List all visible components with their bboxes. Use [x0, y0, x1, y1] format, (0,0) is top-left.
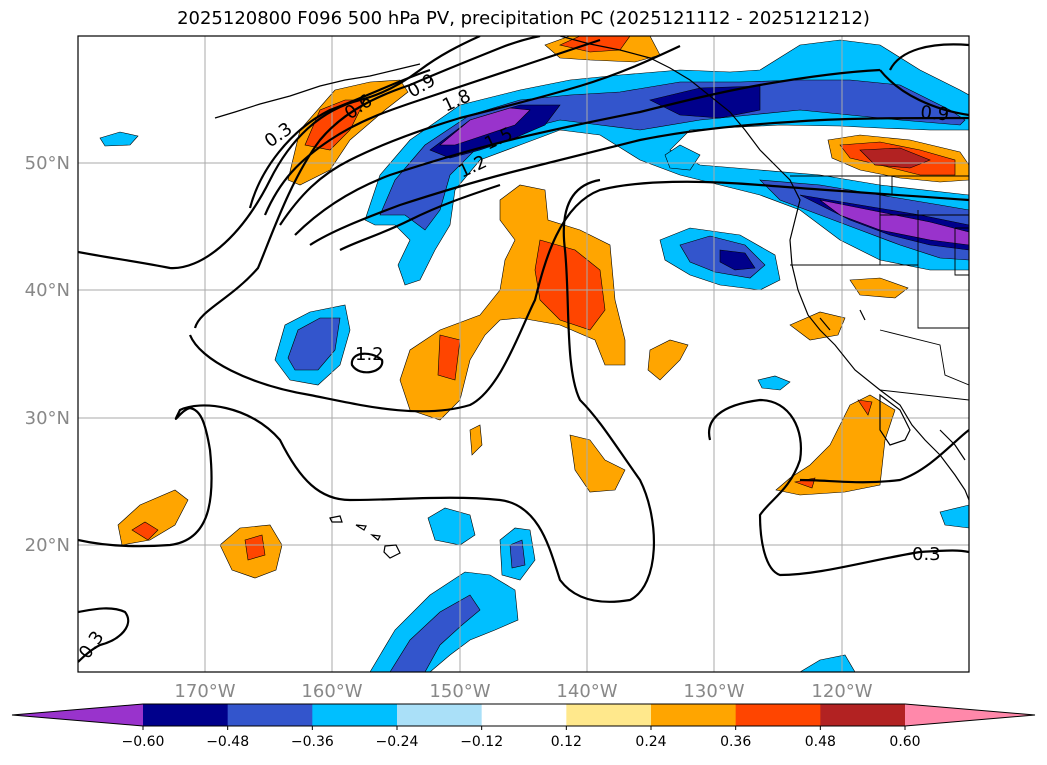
colorbar-tick-label: 0.12: [551, 734, 582, 750]
state-boundaries: [790, 175, 969, 401]
contour-label: 0.3: [912, 544, 941, 565]
colorbar-tick-label: 0.48: [805, 734, 836, 750]
colorbar-segment: [397, 704, 483, 726]
contour-label: 0.9: [920, 102, 950, 125]
colorbar-tick-label: −0.24: [376, 734, 419, 750]
colorbar-tick-label: 0.36: [720, 734, 751, 750]
colorbar-extend-low: [12, 704, 143, 726]
colorbar-segment: [312, 704, 398, 726]
coastlines: [214, 36, 969, 501]
colorbar-segment: [227, 704, 313, 726]
colorbar-segment: [735, 704, 821, 726]
lat-label: 20°N: [25, 535, 70, 556]
lon-label: 160°W: [301, 681, 362, 702]
colorbar-tick-label: −0.12: [460, 734, 503, 750]
pv-contours: [78, 36, 969, 663]
colorbar-extend-high: [905, 704, 1035, 726]
lon-label: 130°W: [683, 681, 744, 702]
contour-label: 1.2: [355, 344, 384, 365]
lon-label: 140°W: [556, 681, 617, 702]
colorbar: −0.60 −0.48 −0.36 −0.24 −0.12 0.12 0.24 0.36 0.4…: [11, 703, 1036, 750]
lat-label: 30°N: [25, 408, 70, 429]
colorbar-tick-label: 0.60: [889, 734, 920, 750]
colorbar-segment: [820, 704, 906, 726]
colorbar-tick-label: −0.60: [122, 734, 165, 750]
longitude-labels: 170°W 160°W 150°W 140°W 130°W 120°W: [174, 681, 872, 702]
lon-label: 170°W: [174, 681, 235, 702]
colorbar-tick-label: 0.24: [635, 734, 666, 750]
colorbar-segment: [566, 704, 652, 726]
colorbar-segment: [143, 704, 229, 726]
map-title: 2025120800 F096 500 hPa PV, precipitatio…: [177, 8, 870, 29]
lat-label: 40°N: [25, 280, 70, 301]
lon-label: 150°W: [429, 681, 490, 702]
colorbar-tick-label: −0.36: [291, 734, 334, 750]
colorbar-segment: [481, 704, 567, 726]
colorbar-tick-label: −0.48: [206, 734, 249, 750]
lon-label: 120°W: [811, 681, 872, 702]
colorbar-segment: [651, 704, 737, 726]
latitude-labels: 50°N 40°N 30°N 20°N: [25, 153, 70, 556]
hawaii-islands: [329, 515, 401, 559]
lat-label: 50°N: [25, 153, 70, 174]
map-frame: [77, 35, 970, 673]
